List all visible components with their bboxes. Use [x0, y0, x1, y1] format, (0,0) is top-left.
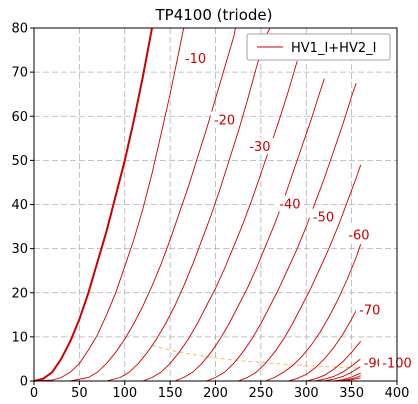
- curve--60: [34, 83, 357, 382]
- curve--50: [34, 78, 325, 382]
- x-tick-label: 50: [71, 386, 88, 401]
- grid: [34, 28, 397, 381]
- x-tick-label: 200: [203, 386, 228, 401]
- x-tick-label: 400: [385, 386, 410, 401]
- curve-label-bg: [355, 301, 384, 318]
- curve-series-9: [34, 301, 362, 382]
- curve-label: -50: [313, 211, 334, 226]
- curve-label-bg: [181, 49, 210, 66]
- plot-frame: [33, 27, 398, 382]
- curve-label: -10: [185, 52, 206, 67]
- ticks: 0 50 100 150 200 250 300 350 400 0 10 20 30 40 50 60 70 8…: [11, 22, 409, 402]
- curve-label-bg: [210, 111, 239, 128]
- y-tick-label: 20: [11, 286, 28, 301]
- curve-label: -60: [348, 228, 369, 243]
- dissipation-curve: [151, 344, 398, 370]
- y-tick-label: 60: [11, 110, 28, 125]
- curve-label-bg: [245, 138, 274, 155]
- curve-0: [33, 27, 153, 382]
- curve-series-10: [34, 341, 362, 382]
- y-tick-label: 10: [11, 330, 28, 345]
- curve-labels: -10-20-30-40-50-60-70-90-100: [181, 49, 415, 371]
- curve-label-bg: [275, 195, 304, 212]
- curve--20: [34, 27, 236, 382]
- curve-label-bg: [309, 208, 338, 225]
- x-tick-label: 150: [158, 386, 183, 401]
- x-tick-label: 250: [248, 386, 273, 401]
- legend: HV1_I+HV2_I: [246, 33, 391, 61]
- x-tick-label: 0: [30, 386, 38, 401]
- curve-label: -40: [279, 198, 300, 213]
- legend-label: HV1_I+HV2_I: [291, 41, 376, 56]
- curve-label: -70: [359, 303, 380, 318]
- curve-label: -20: [214, 114, 235, 129]
- y-tick-label: 0: [20, 375, 28, 390]
- curve--70: [34, 164, 362, 382]
- legend-box: [246, 33, 391, 61]
- curve-label: -30: [249, 140, 270, 155]
- x-tick-label: 100: [112, 386, 137, 401]
- curve--80: [34, 244, 362, 382]
- chart-title: TP4100 (triode): [155, 6, 273, 24]
- dissipation-line: [151, 344, 398, 370]
- x-tick-label: 300: [294, 386, 319, 401]
- y-tick-label: 40: [11, 198, 28, 213]
- y-tick-label: 70: [11, 66, 28, 81]
- curve-label-bg: [344, 226, 373, 243]
- y-tick-label: 30: [11, 242, 28, 257]
- x-tick-label: 350: [339, 386, 364, 401]
- y-tick-label: 50: [11, 154, 28, 169]
- curve--30: [34, 27, 271, 382]
- y-tick-label: 80: [11, 22, 28, 37]
- curve--10: [33, 27, 185, 382]
